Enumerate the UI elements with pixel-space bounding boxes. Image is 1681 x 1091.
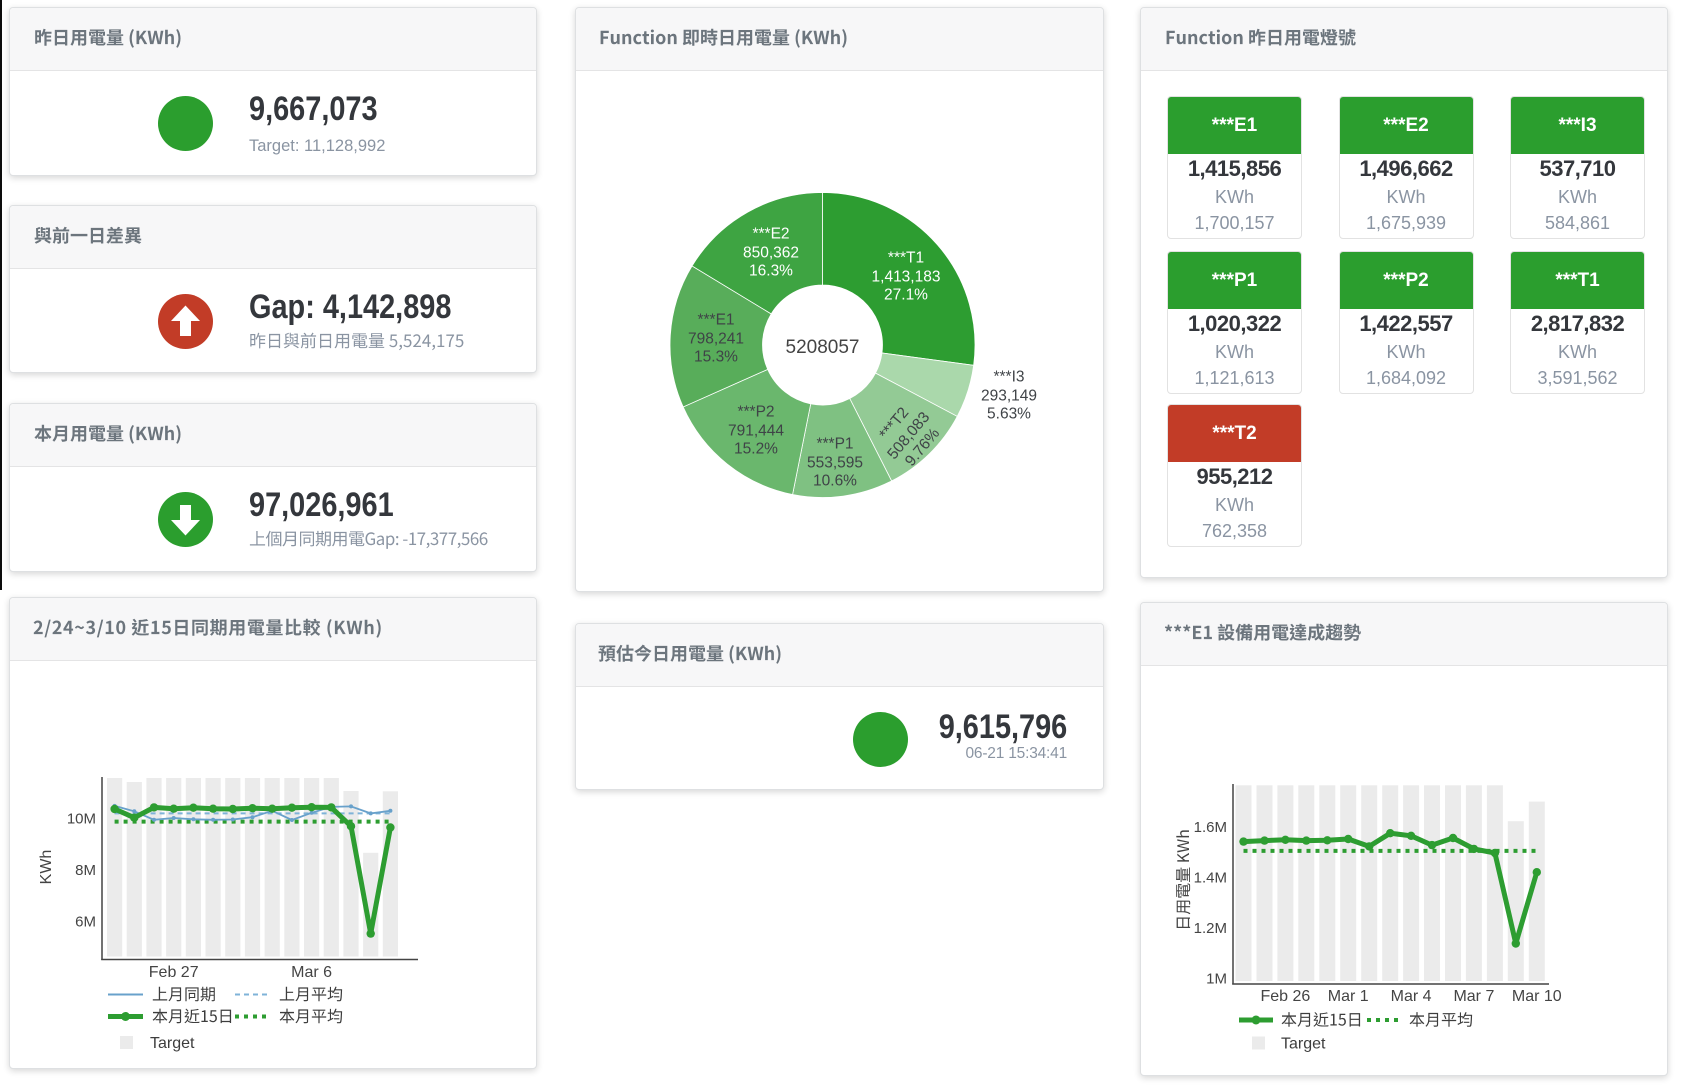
svg-text:Mar 10: Mar 10 (1512, 988, 1562, 1005)
svg-text:1.4M: 1.4M (1194, 870, 1227, 887)
svg-text:8M: 8M (75, 862, 96, 879)
svg-text:1.2M: 1.2M (1194, 920, 1227, 937)
svg-text:Target: Target (1281, 1036, 1326, 1053)
svg-text:10M: 10M (67, 811, 96, 828)
svg-text:Mar 6: Mar 6 (291, 964, 332, 981)
svg-text:Feb 26: Feb 26 (1260, 988, 1310, 1005)
svg-text:1M: 1M (1206, 971, 1227, 988)
svg-text:KWh: KWh (38, 850, 55, 885)
svg-text:1.6M: 1.6M (1194, 819, 1227, 836)
svg-text:Mar 4: Mar 4 (1391, 988, 1432, 1005)
svg-text:Feb 27: Feb 27 (149, 964, 199, 981)
svg-text:Mar 1: Mar 1 (1328, 988, 1369, 1005)
svg-text:Mar 7: Mar 7 (1453, 988, 1494, 1005)
svg-text:Target: Target (150, 1035, 195, 1052)
svg-text:6M: 6M (75, 914, 96, 931)
